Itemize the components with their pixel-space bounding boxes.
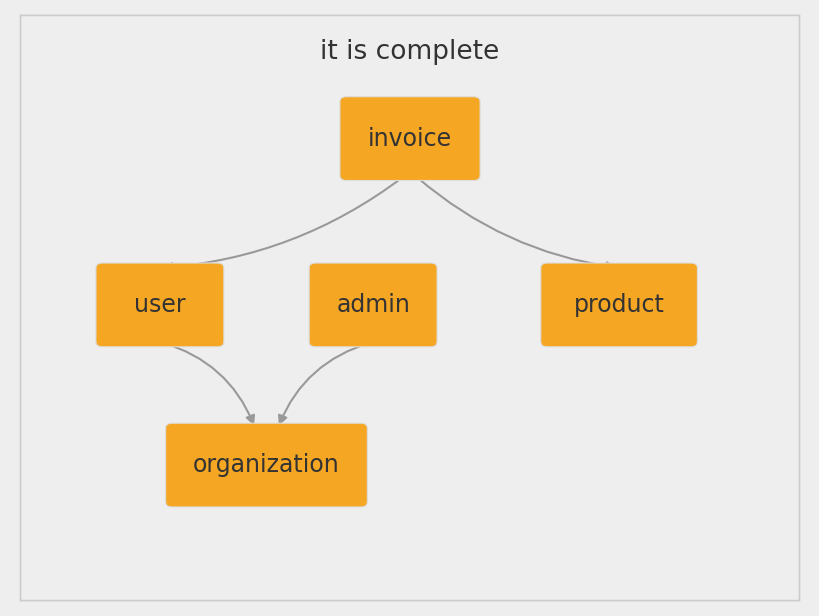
- Text: product: product: [573, 293, 663, 317]
- Text: invoice: invoice: [368, 127, 451, 150]
- Text: admin: admin: [336, 293, 410, 317]
- Text: organization: organization: [193, 453, 339, 477]
- Text: user: user: [134, 293, 185, 317]
- FancyBboxPatch shape: [165, 423, 367, 507]
- FancyBboxPatch shape: [96, 263, 224, 347]
- FancyBboxPatch shape: [20, 15, 799, 601]
- Text: it is complete: it is complete: [320, 39, 499, 65]
- FancyBboxPatch shape: [541, 263, 697, 347]
- FancyBboxPatch shape: [309, 263, 437, 347]
- FancyBboxPatch shape: [339, 97, 479, 180]
